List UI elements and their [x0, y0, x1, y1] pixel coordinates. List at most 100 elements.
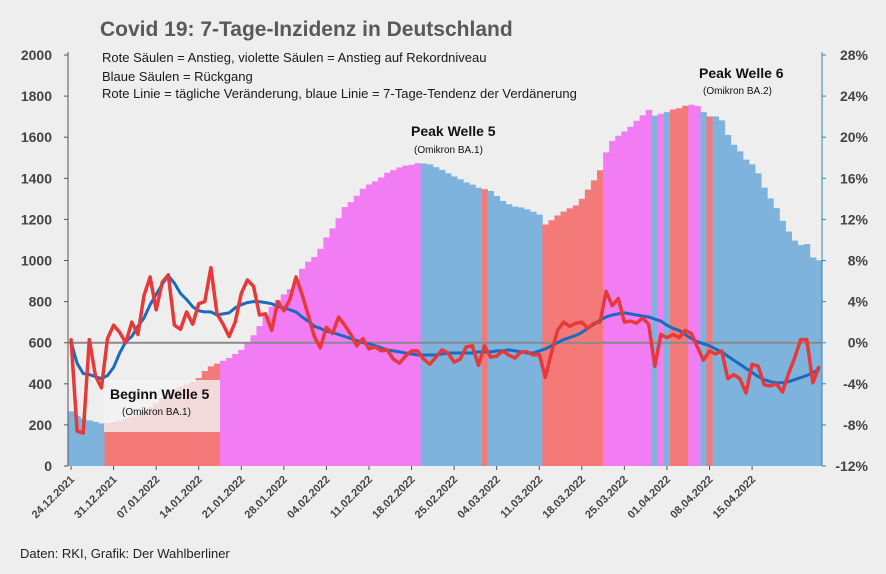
trend-point [641, 315, 644, 317]
incidence-bar [487, 191, 495, 467]
trend-point [629, 313, 632, 315]
daily-change-point [684, 329, 686, 332]
trend-point [422, 354, 425, 356]
daily-change-point [556, 329, 559, 332]
trend-point [702, 342, 705, 345]
trend-point [76, 362, 78, 365]
daily-change-point [167, 274, 170, 276]
trend-point [246, 301, 249, 304]
incidence-bar [445, 173, 452, 466]
trend-point [155, 293, 157, 296]
incidence-bar [402, 165, 409, 466]
trend-point [295, 311, 297, 313]
daily-change-point [799, 338, 802, 341]
daily-change-point [76, 430, 78, 432]
trend-point [216, 314, 218, 316]
trend-point [277, 305, 279, 308]
daily-change-point [410, 350, 413, 352]
trend-point [234, 307, 236, 309]
incidence-bar [244, 343, 251, 466]
daily-change-point [422, 358, 425, 360]
trend-point [331, 331, 334, 334]
trend-point [544, 348, 547, 350]
right-tick-label: 24% [840, 88, 869, 104]
incidence-bar [554, 215, 561, 466]
daily-change-point [307, 314, 310, 316]
daily-change-point [769, 385, 772, 387]
incidence-bar [694, 105, 701, 467]
trend-point [581, 331, 583, 334]
trend-point [757, 375, 759, 378]
daily-change-point [283, 310, 285, 312]
trend-point [204, 311, 206, 313]
daily-change-point [356, 345, 358, 347]
daily-change-point [234, 321, 236, 323]
incidence-bar [463, 182, 470, 466]
incidence-bar [730, 144, 738, 467]
daily-change-point [350, 333, 352, 336]
trend-point [532, 352, 534, 354]
daily-change-point [435, 356, 437, 358]
incidence-bar [274, 300, 282, 466]
annotation-subtext: (Omikron BA.1) [414, 145, 483, 156]
trend-point [264, 301, 267, 304]
annotation-peak-welle-5: Peak Welle 5 (Omikron BA.1) [411, 123, 496, 156]
daily-change-point [574, 322, 577, 325]
annotation-heading: Peak Welle 6 [699, 65, 784, 81]
incidence-bar [122, 418, 130, 466]
incidence-bar [657, 113, 665, 467]
incidence-bar [74, 416, 81, 466]
incidence-bar [639, 115, 647, 467]
trend-point [514, 350, 516, 352]
incidence-bar [68, 411, 75, 466]
daily-change-point [404, 355, 407, 357]
daily-change-point [532, 354, 534, 356]
incidence-bar [268, 306, 276, 466]
incidence-bar [98, 423, 105, 466]
trend-point [745, 367, 747, 370]
incidence-bar [365, 184, 373, 466]
daily-change-point [252, 285, 255, 288]
daily-change-point [337, 316, 340, 318]
daily-change-point [392, 358, 395, 360]
daily-change-point [118, 331, 121, 334]
legend-line-2: Blaue Säulen = Rückgang [102, 69, 253, 84]
trend-point [301, 316, 303, 318]
left-tick-label: 800 [29, 294, 53, 310]
trend-point [283, 307, 285, 309]
incidence-bar [475, 187, 482, 466]
incidence-bar [682, 105, 689, 466]
trend-point [313, 325, 316, 328]
trend-point [556, 341, 559, 344]
daily-change-point [763, 384, 765, 386]
trend-point [647, 316, 650, 318]
daily-change-point [781, 391, 784, 393]
daily-change-point [611, 304, 613, 307]
left-tick-label: 1400 [21, 170, 52, 186]
trend-point [270, 302, 273, 305]
daily-change-point [666, 336, 668, 339]
incidence-bar [706, 116, 713, 466]
left-tick-label: 1800 [21, 88, 52, 104]
right-tick-label: 16% [840, 170, 869, 186]
trend-point [429, 354, 431, 356]
trend-point [131, 335, 133, 338]
incidence-bar [286, 289, 294, 466]
daily-change-point [161, 281, 164, 283]
trend-point [191, 305, 194, 308]
daily-change-point [264, 313, 267, 315]
trend-point [337, 333, 340, 336]
trend-point [769, 380, 772, 383]
trend-point [568, 336, 571, 339]
trend-point [112, 366, 115, 369]
daily-change-point [270, 329, 273, 332]
incidence-bar [742, 159, 750, 466]
trend-point [574, 334, 577, 337]
daily-change-point [210, 266, 212, 269]
daily-change-point [362, 337, 364, 340]
incidence-bar [438, 169, 446, 466]
daily-change-point [100, 387, 103, 389]
daily-change-point [82, 432, 84, 434]
incidence-bar [292, 281, 300, 466]
daily-change-point [258, 314, 261, 316]
